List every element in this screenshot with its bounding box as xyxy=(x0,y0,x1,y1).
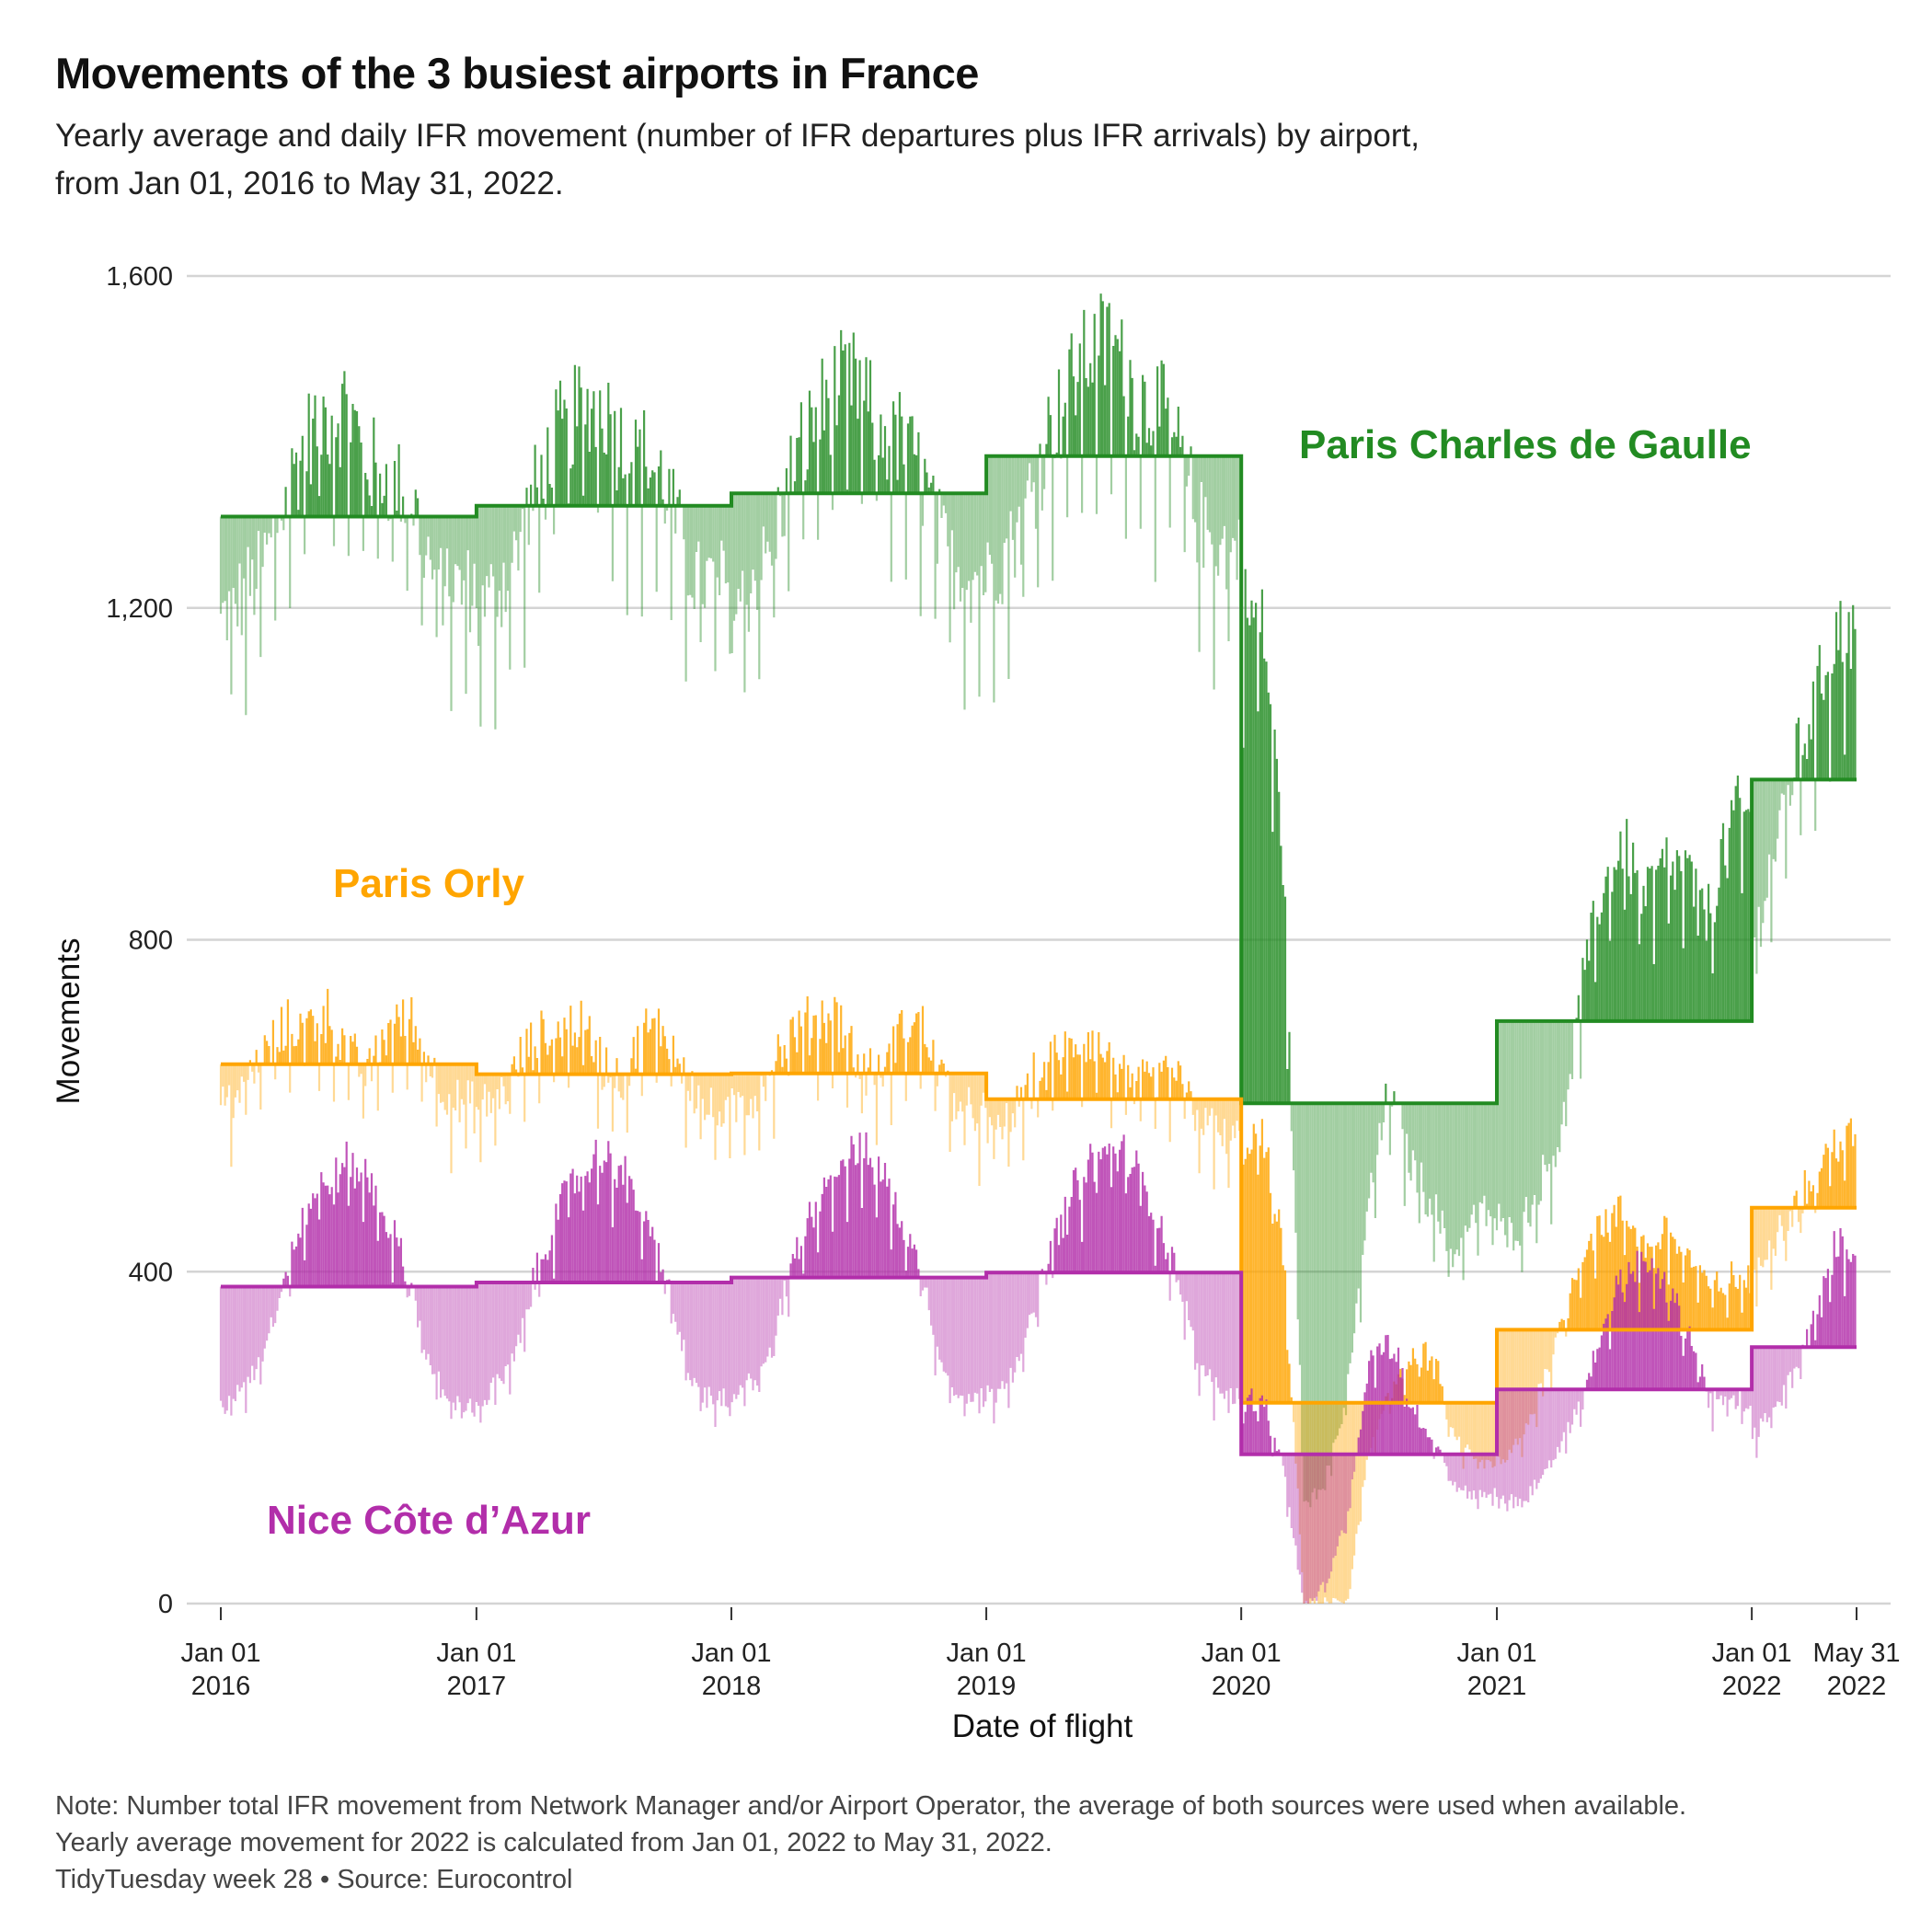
yearly-average-steps xyxy=(221,454,1857,1456)
axes: 0 400 800 1,200 1,600 Jan 01 2016 Jan 01 2017 Jan… xyxy=(106,262,1900,1701)
x-tick-label: Jan 01 2022 xyxy=(1712,1639,1792,1701)
x-tick-label: Jan 01 2021 xyxy=(1456,1639,1536,1701)
daily-bars-series-2 xyxy=(219,1132,1857,1604)
yearly-average-line-series-2 xyxy=(221,1271,1857,1456)
series-label-1: Paris Orly xyxy=(333,861,524,906)
y-tick-label: 1,200 xyxy=(106,594,173,624)
chart-caption: Note: Number total IFR movement from Net… xyxy=(55,1788,1686,1898)
daily-bars-below-average xyxy=(219,1272,1811,1604)
yearly-average-line-series-1 xyxy=(221,1062,1857,1405)
y-tick-label: 800 xyxy=(129,926,173,956)
x-axis-title: Date of flight xyxy=(952,1708,1133,1744)
subtitle-line-2: from Jan 01, 2016 to May 31, 2022. xyxy=(55,166,564,201)
x-tick-label: Jan 01 2020 xyxy=(1202,1639,1282,1701)
series-label-2: Nice Côte d’Azur xyxy=(267,1498,591,1543)
caption-note-2022: Yearly average movement for 2022 is calc… xyxy=(55,1828,1052,1857)
subtitle-line-1: Yearly average and daily IFR movement (n… xyxy=(55,118,1420,154)
caption-note: Note: Number total IFR movement from Net… xyxy=(55,1791,1687,1821)
daily-bars-series-0 xyxy=(219,293,1857,1508)
yearly-average-line-series-0 xyxy=(221,454,1857,1106)
daily-bars-below-average xyxy=(219,455,1832,1508)
x-tick-label: Jan 01 2019 xyxy=(947,1639,1027,1701)
caption-source: TidyTuesday week 28 • Source: Eurocontro… xyxy=(55,1865,573,1894)
x-tick-label: Jan 01 2018 xyxy=(691,1639,771,1701)
y-tick-label: 0 xyxy=(158,1590,173,1619)
y-tick-label: 400 xyxy=(129,1258,173,1287)
chart-subtitle: Yearly average and daily IFR movement (n… xyxy=(55,112,1619,208)
series-label-0: Paris Charles de Gaulle xyxy=(1299,422,1752,467)
series-labels: Paris Charles de Gaulle Paris Orly Nice Cô… xyxy=(267,422,1752,1543)
daily-bars-above-average xyxy=(282,1132,1857,1455)
x-tick-label: Jan 01 2016 xyxy=(180,1639,260,1701)
y-tick-label: 1,600 xyxy=(106,262,173,292)
daily-movement-bars xyxy=(219,293,1857,1604)
x-tick-label: May 31 2022 xyxy=(1812,1639,1900,1701)
chart-title: Movements of the 3 busiest airports in F… xyxy=(55,49,979,98)
y-axis-title: Movements xyxy=(51,938,86,1105)
daily-bars-above-average xyxy=(271,293,1857,1104)
x-tick-label: Jan 01 2017 xyxy=(436,1639,516,1701)
